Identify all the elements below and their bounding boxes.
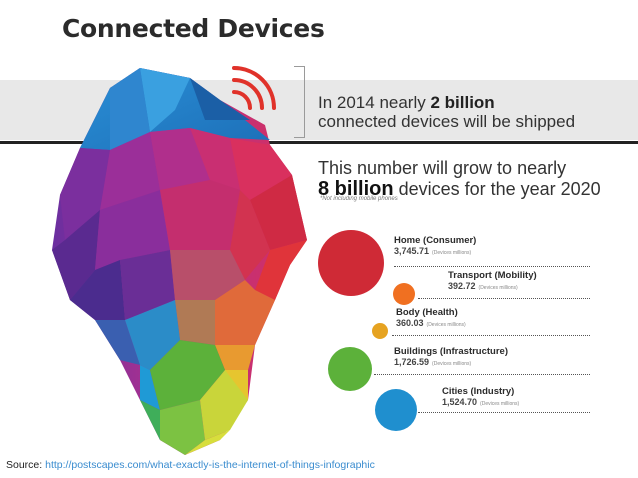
headline-suffix: connected devices will be shipped: [318, 112, 576, 131]
facet: [255, 240, 307, 300]
facet: [140, 365, 160, 410]
dotted-line: [392, 335, 590, 336]
headline-prefix: In 2014 nearly: [318, 93, 431, 112]
facet: [230, 138, 292, 200]
facet: [185, 430, 230, 455]
facet: [120, 250, 175, 320]
divider-rule: [0, 141, 638, 144]
category-value: 360.03: [396, 318, 424, 328]
dotted-line: [418, 412, 590, 413]
category-unit: (Devices millions): [432, 361, 472, 367]
category-unit: (Devices millions): [478, 285, 518, 291]
category-buildings: Buildings (Infrastructure) 1,726.59 (Devi…: [394, 346, 508, 367]
source-link[interactable]: http://postscapes.com/what-exactly-is-th…: [45, 459, 375, 471]
bubble-cities: [375, 389, 417, 431]
bubble-home: [318, 230, 384, 296]
facet: [52, 210, 100, 300]
facet: [60, 148, 110, 240]
facet: [140, 68, 190, 132]
facet: [175, 300, 215, 345]
source-line: Source: http://postscapes.com/what-exact…: [6, 459, 375, 471]
category-name: Home (Consumer): [394, 235, 477, 246]
facet: [215, 345, 255, 370]
wifi-arc-icon: [232, 66, 276, 110]
facet: [230, 190, 270, 280]
facet: [140, 400, 160, 440]
facet: [160, 180, 240, 250]
category-unit: (Devices millions): [426, 322, 466, 328]
category-value: 3,745.71: [394, 246, 430, 256]
facet: [200, 370, 248, 440]
category-cities: Cities (Industry) 1,524.70 (Devices milli…: [442, 386, 519, 407]
facet: [190, 128, 240, 190]
band-bracket: [294, 66, 305, 138]
facet: [170, 250, 245, 300]
bubble-body: [372, 323, 388, 339]
facet: [190, 78, 250, 120]
wifi-arc-icon: [232, 90, 252, 110]
category-unit: (Devices millions): [480, 401, 520, 407]
facet: [125, 300, 180, 370]
facet: [100, 132, 160, 210]
facet: [110, 68, 150, 150]
category-value: 392.72: [448, 281, 476, 291]
headline-text: In 2014 nearly 2 billion connected devic…: [318, 93, 575, 131]
growth-line1: This number will grow to nearly: [318, 158, 567, 178]
category-value: 1,524.70: [442, 397, 478, 407]
category-value: 1,726.59: [394, 357, 430, 367]
category-transport: Transport (Mobility) 392.72 (Devices mill…: [448, 270, 537, 291]
page-title: Connected Devices: [62, 14, 325, 43]
facet: [225, 370, 248, 400]
bubble-buildings: [328, 347, 372, 391]
facet: [70, 260, 125, 320]
category-name: Buildings (Infrastructure): [394, 346, 509, 357]
dotted-line: [418, 298, 590, 299]
category-home: Home (Consumer) 3,745.71 (Devices million…: [394, 235, 476, 256]
growth-note: *Not including mobile phones: [320, 196, 398, 202]
wifi-arc-icon: [232, 78, 264, 110]
source-label: Source:: [6, 459, 43, 471]
facet: [250, 175, 307, 250]
growth-bold: 8 billion: [318, 178, 394, 200]
headline-bold: 2 billion: [430, 93, 495, 112]
facet: [150, 128, 210, 190]
dotted-line: [374, 374, 590, 375]
category-unit: (Devices millions): [432, 250, 472, 256]
category-name: Transport (Mobility): [448, 270, 537, 281]
facet: [215, 280, 275, 345]
dotted-line: [394, 266, 590, 267]
facet: [95, 190, 170, 270]
growth-text: This number will grow to nearly 8 billio…: [318, 158, 601, 200]
facet: [160, 400, 205, 455]
growth-line2: devices for the year 2020: [393, 179, 601, 199]
category-name: Cities (Industry): [442, 386, 515, 397]
bubble-transport: [393, 283, 415, 305]
category-name: Body (Health): [396, 307, 458, 318]
category-body: Body (Health) 360.03 (Devices millions): [396, 307, 466, 328]
